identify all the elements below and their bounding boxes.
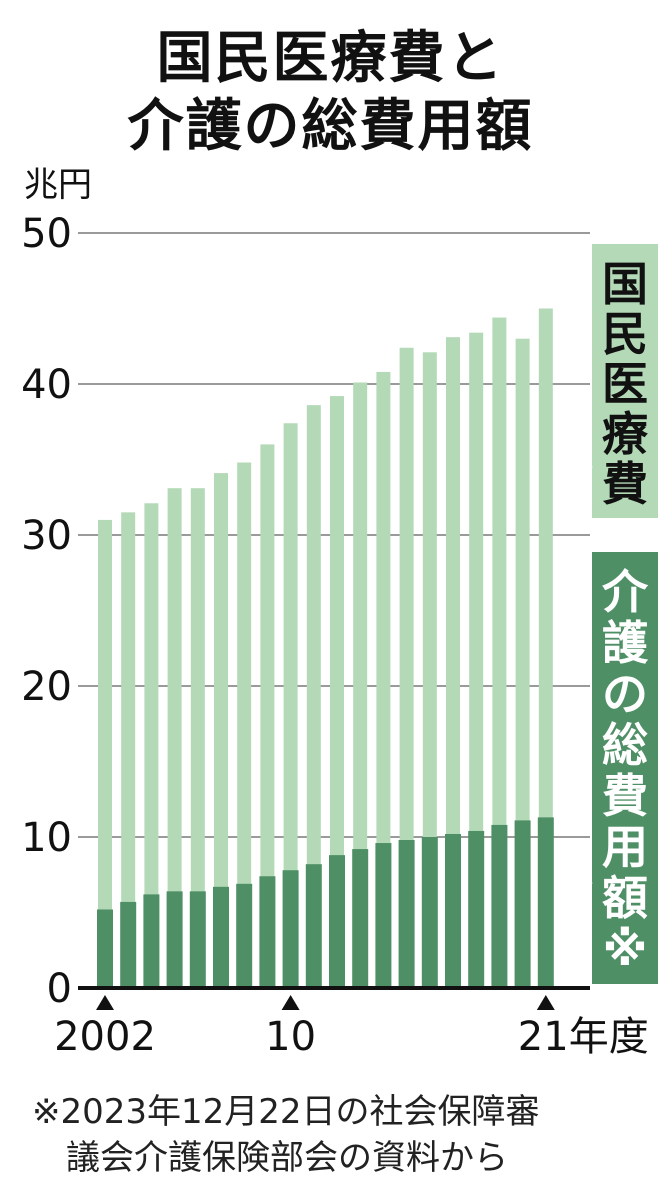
care-bar [445,833,461,988]
care-label-char: 費 [602,769,648,823]
care-bar [166,891,183,988]
medical-label-char: 療 [602,407,648,461]
care-label-char: 額 [602,871,648,925]
care-bar [514,820,531,988]
y-tick-label: 30 [21,513,72,559]
medical-bar [260,444,275,988]
care-bar [213,886,229,988]
medical-label-char: 国 [602,257,648,311]
care-bar [375,843,392,988]
medical-label-char: 民 [602,307,648,361]
care-bar [282,870,299,988]
medical-bar [144,503,159,988]
care-label-char: の [602,667,648,721]
footnote-line1: ※2023年12月22日の社会保障審 [32,1092,540,1132]
medical-bar [422,352,437,988]
y-tick-label: 50 [21,211,72,257]
care-bar [305,864,322,988]
care-label-char: 総 [602,718,648,772]
medical-label-char: 費 [602,457,648,511]
x-tick-label: 2002 [54,1014,156,1060]
x-tick-label: 10 [265,1014,316,1060]
chart-title-line1: 国民医療費と [156,26,505,91]
care-bar [421,837,438,988]
medical-bar [376,371,391,988]
care-label-char: 介 [602,565,649,619]
medical-bar [353,382,368,988]
medical-bar [283,423,298,988]
care-bar [537,817,554,988]
x-tick-marker [96,995,114,1010]
medical-bar [446,337,460,988]
care-bar [97,909,113,988]
y-tick-label: 10 [21,815,72,861]
care-bar [236,883,253,988]
care-label-char: 用 [602,820,648,874]
care-label-leader [569,880,593,892]
care-bar [398,840,415,988]
x-tick-marker [281,995,300,1010]
medical-bar [492,317,507,988]
x-tick-marker [536,995,555,1010]
care-label-char: 護 [602,616,649,670]
medical-bar [98,519,112,988]
care-bar [352,849,369,988]
footnote-line2: 議会介護保険部会の資料から [66,1138,508,1178]
medical-bar [190,488,205,988]
y-tick-label: 20 [21,664,72,710]
y-unit-label: 兆円 [24,165,92,205]
care-bar [468,830,485,988]
medical-bar [237,462,252,988]
care-bar [120,901,137,988]
medical-bar [121,512,136,988]
care-bar [143,894,160,988]
care-bar [259,876,276,988]
chart-title-line2: 介護の総費用額 [127,94,534,159]
care-bar [329,855,345,988]
medical-bar [399,347,414,988]
medical-label-box [592,244,658,518]
medical-label-leader [569,464,593,476]
care-label-char: ※ [603,922,648,976]
medical-bar [306,405,321,988]
medical-label-char: 医 [602,357,648,411]
care-bar [189,891,206,988]
care-bar [491,824,508,988]
x-tick-label: 21年度 [518,1014,649,1060]
medical-bar [167,488,182,988]
care-label-box [592,552,658,984]
y-tick-label: 0 [47,966,72,1012]
medical-bar [469,332,484,988]
medical-bar [214,473,228,989]
y-tick-label: 40 [21,362,72,408]
medical-bar [330,396,344,989]
